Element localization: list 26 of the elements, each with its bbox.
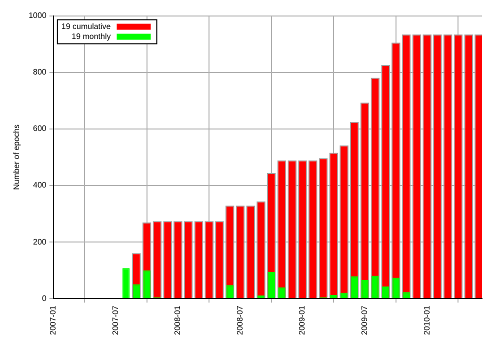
bar	[132, 284, 140, 298]
x-tick-label: 2009-01	[298, 305, 307, 335]
y-tick-label: 1000	[28, 11, 47, 20]
x-tick-label: 2009-07	[360, 305, 370, 335]
y-tick-label: 200	[33, 237, 47, 246]
x-tick-label: 2007-01	[48, 305, 58, 335]
legend-label: 19 monthly	[72, 32, 111, 42]
x-tick-label: 2008-01	[173, 305, 182, 335]
y-tick-label: 0	[42, 294, 47, 303]
y-tick-label: 400	[33, 180, 47, 190]
bar	[143, 270, 150, 298]
x-tick-label: 2010-01	[422, 305, 432, 335]
bar	[330, 294, 338, 298]
bar	[392, 278, 400, 298]
bar	[372, 276, 379, 298]
y-axis-title: Number of epochs	[12, 124, 22, 190]
bar	[122, 268, 130, 298]
x-tick-label: 2008-07	[235, 305, 244, 335]
bar	[361, 280, 368, 298]
bar	[350, 276, 358, 298]
x-tick-label: 2007-07	[110, 305, 120, 335]
y-tick-label: 800	[33, 68, 47, 77]
y-tick-label: 600	[33, 124, 47, 134]
bar	[226, 285, 234, 298]
bar	[268, 272, 276, 298]
legend-label: 19 cumulative	[61, 22, 112, 32]
